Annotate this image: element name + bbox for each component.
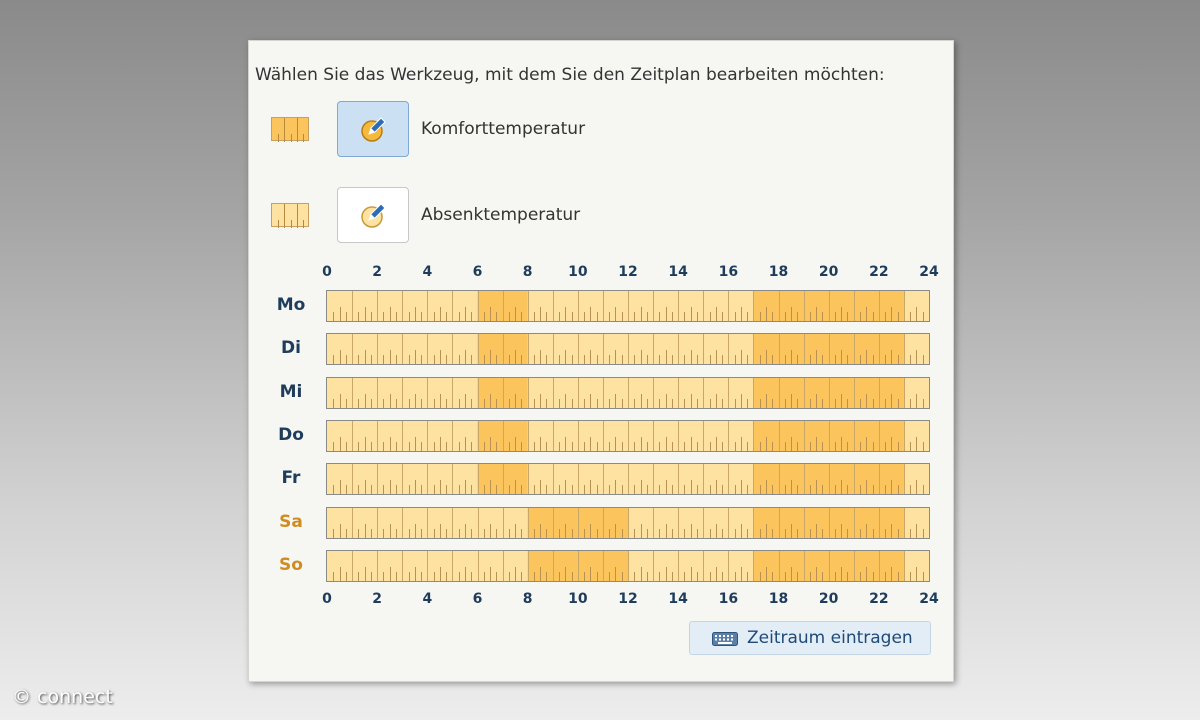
pencil-edit-icon <box>361 117 386 142</box>
day-label-di: Di <box>281 338 301 359</box>
comfort-swatch <box>271 117 309 142</box>
day-schedule-mo[interactable] <box>326 290 930 322</box>
comfort-tool-label: Komforttemperatur <box>421 119 586 139</box>
day-label-mi: Mi <box>279 381 303 402</box>
day-schedule-di[interactable] <box>326 333 930 366</box>
top-axis-tick-8: 8 <box>522 264 533 280</box>
bottom-axis-tick-24: 24 <box>919 591 939 607</box>
comfort-period-1[interactable] <box>753 291 904 321</box>
comfort-tool-button[interactable] <box>337 101 409 157</box>
comfort-period-0[interactable] <box>527 507 628 538</box>
enter-period-label: Zeitraum eintragen <box>747 628 913 648</box>
pencil-edit-icon <box>361 203 386 228</box>
instruction-text: Wählen Sie das Werkzeug, mit dem Sie den… <box>255 65 885 85</box>
day-label-mo: Mo <box>276 295 306 315</box>
enter-period-button[interactable]: Zeitraum eintragen <box>689 621 931 655</box>
comfort-period-0[interactable] <box>527 550 628 581</box>
bottom-axis-tick-14: 14 <box>668 591 688 607</box>
day-schedule-mi[interactable] <box>326 376 930 409</box>
bottom-axis-tick-20: 20 <box>818 591 839 607</box>
top-axis-tick-14: 14 <box>668 264 688 280</box>
keyboard-icon <box>712 632 738 646</box>
watermark: © connect <box>12 686 113 708</box>
bottom-axis-tick-22: 22 <box>869 591 889 607</box>
top-axis-tick-10: 10 <box>568 264 588 280</box>
comfort-period-1[interactable] <box>753 464 904 495</box>
bottom-axis-tick-18: 18 <box>768 591 789 607</box>
comfort-period-1[interactable] <box>753 420 904 451</box>
top-axis-tick-0: 0 <box>322 264 332 280</box>
top-axis-tick-22: 22 <box>869 264 889 280</box>
bottom-axis-tick-6: 6 <box>472 591 483 607</box>
bottom-axis-tick-0: 0 <box>322 591 332 607</box>
eco-swatch <box>271 203 309 228</box>
day-schedule-so[interactable] <box>326 549 930 582</box>
bottom-axis-tick-2: 2 <box>372 591 383 607</box>
comfort-period-0[interactable] <box>477 420 528 451</box>
comfort-period-1[interactable] <box>753 507 904 538</box>
day-label-do: Do <box>278 424 304 445</box>
day-label-fr: Fr <box>281 468 301 489</box>
bottom-axis-tick-10: 10 <box>568 591 588 607</box>
top-axis-tick-20: 20 <box>818 264 839 280</box>
bottom-axis-tick-4: 4 <box>422 591 433 607</box>
top-axis-tick-6: 6 <box>472 264 483 280</box>
bottom-axis-tick-8: 8 <box>522 591 533 607</box>
comfort-period-0[interactable] <box>477 464 528 495</box>
comfort-period-1[interactable] <box>753 550 904 581</box>
comfort-period-1[interactable] <box>753 334 904 365</box>
top-axis-tick-4: 4 <box>422 264 433 280</box>
comfort-period-0[interactable] <box>477 291 528 321</box>
eco-tool-label: Absenktemperatur <box>421 205 581 225</box>
day-schedule-fr[interactable] <box>326 463 930 496</box>
schedule-panel: Wählen Sie das Werkzeug, mit dem Sie den… <box>248 40 954 682</box>
comfort-period-1[interactable] <box>753 377 904 408</box>
day-label-sa: Sa <box>279 511 303 532</box>
day-label-so: So <box>279 554 303 575</box>
top-axis-tick-12: 12 <box>618 264 638 280</box>
bottom-axis-tick-16: 16 <box>718 591 739 607</box>
eco-tool-button[interactable] <box>337 187 409 243</box>
top-axis-tick-18: 18 <box>768 264 789 280</box>
comfort-period-0[interactable] <box>477 334 528 365</box>
top-axis-tick-16: 16 <box>718 264 739 280</box>
bottom-axis-tick-12: 12 <box>618 591 638 607</box>
comfort-period-0[interactable] <box>477 377 528 408</box>
top-axis-tick-24: 24 <box>919 264 939 280</box>
day-schedule-sa[interactable] <box>326 506 930 539</box>
top-axis-tick-2: 2 <box>372 264 383 280</box>
day-schedule-do[interactable] <box>326 419 930 452</box>
